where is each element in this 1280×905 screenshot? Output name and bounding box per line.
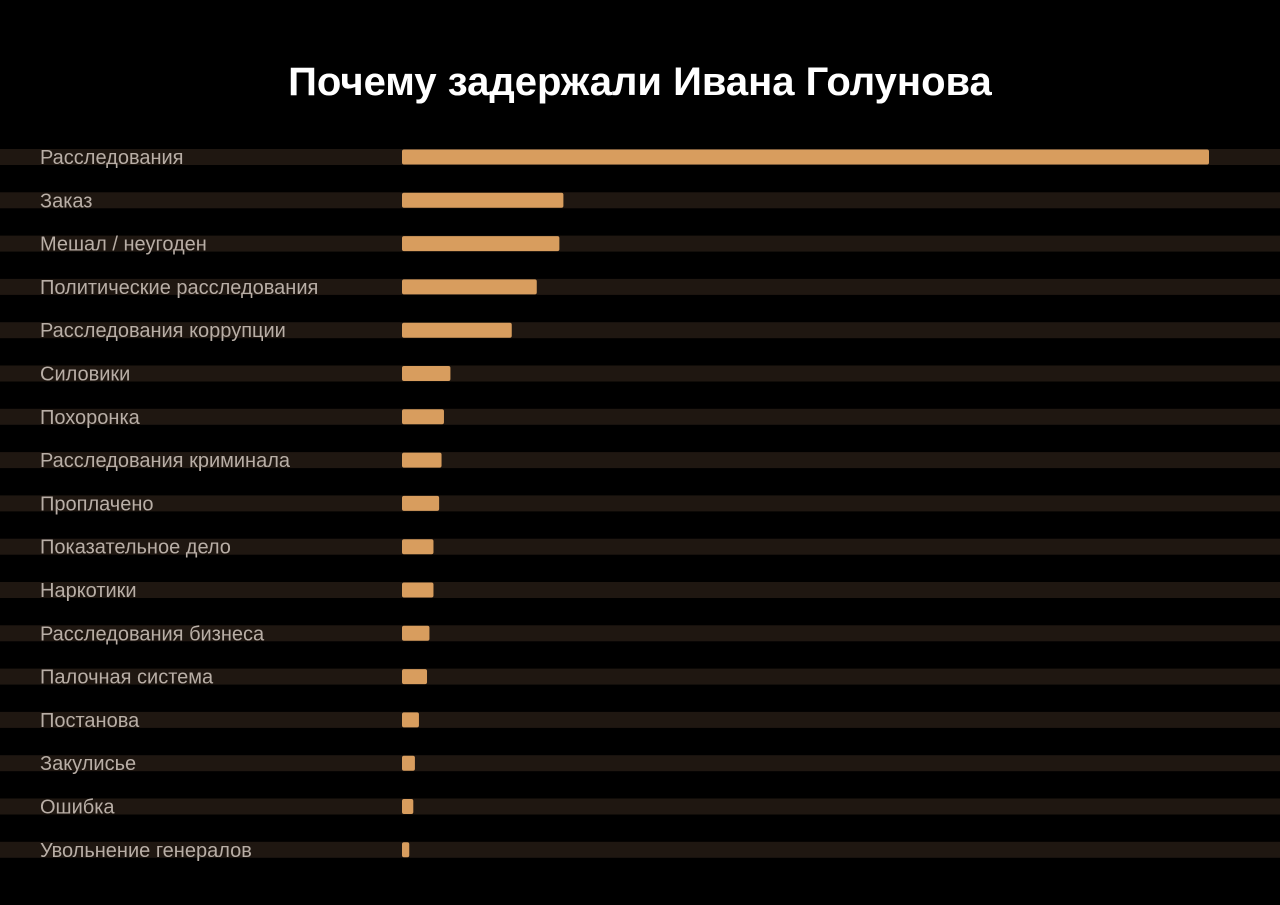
bar-track: [0, 452, 1280, 469]
bar: [402, 539, 434, 555]
bar: [402, 582, 434, 598]
category-label: Заказ: [40, 190, 92, 212]
bar: [402, 712, 419, 728]
bar-track: [0, 235, 1280, 252]
category-label: Ошибка: [40, 797, 115, 819]
bar: [402, 409, 444, 425]
bar: [402, 192, 564, 208]
bar-track: [0, 538, 1280, 555]
category-label: Расследования бизнеса: [40, 623, 265, 645]
bar: [402, 149, 1209, 165]
bar-track: [0, 841, 1280, 858]
bar-track: [0, 668, 1280, 685]
bar-track: [0, 365, 1280, 382]
category-label: Силовики: [40, 364, 130, 386]
bar: [402, 669, 428, 685]
bar: [402, 842, 410, 858]
bar-track: [0, 192, 1280, 209]
category-label: Политические расследования: [40, 277, 318, 299]
bar-track: [0, 582, 1280, 598]
bar: [402, 279, 537, 295]
bar-rows: Расследования Заказ Мешал / неугоден Полити…: [0, 147, 1280, 862]
category-label: Наркотики: [40, 580, 137, 602]
bar: [402, 366, 451, 381]
bar: [402, 322, 512, 338]
bar: [402, 755, 415, 771]
bar-track: [0, 322, 1280, 339]
chart-title: Почему задержали Ивана Голунова: [288, 60, 992, 104]
bar-track: [0, 495, 1280, 512]
bar-track: [0, 711, 1280, 728]
bar-track: [0, 755, 1280, 772]
bar: [402, 799, 414, 814]
category-label: Похоронка: [40, 407, 141, 429]
bar: [402, 452, 442, 468]
category-label: Расследования коррупции: [40, 320, 286, 342]
bar-track: [0, 798, 1280, 815]
category-label: Постанова: [40, 710, 140, 732]
bar: [402, 495, 440, 511]
category-label: Показательное дело: [40, 537, 231, 559]
category-label: Увольнение генералов: [40, 840, 252, 862]
bar: [402, 625, 430, 641]
category-label: Расследования: [40, 147, 184, 169]
bar-track: [0, 278, 1280, 295]
bar-track: [0, 408, 1280, 425]
bar-track: [0, 625, 1280, 642]
category-label: Мешал / неугоден: [40, 234, 207, 256]
category-label: Проплачено: [40, 493, 154, 515]
category-label: Расследования криминала: [40, 450, 291, 472]
category-label: Закулисье: [40, 753, 136, 775]
category-label: Палочная система: [40, 667, 214, 689]
bar: [402, 236, 560, 252]
